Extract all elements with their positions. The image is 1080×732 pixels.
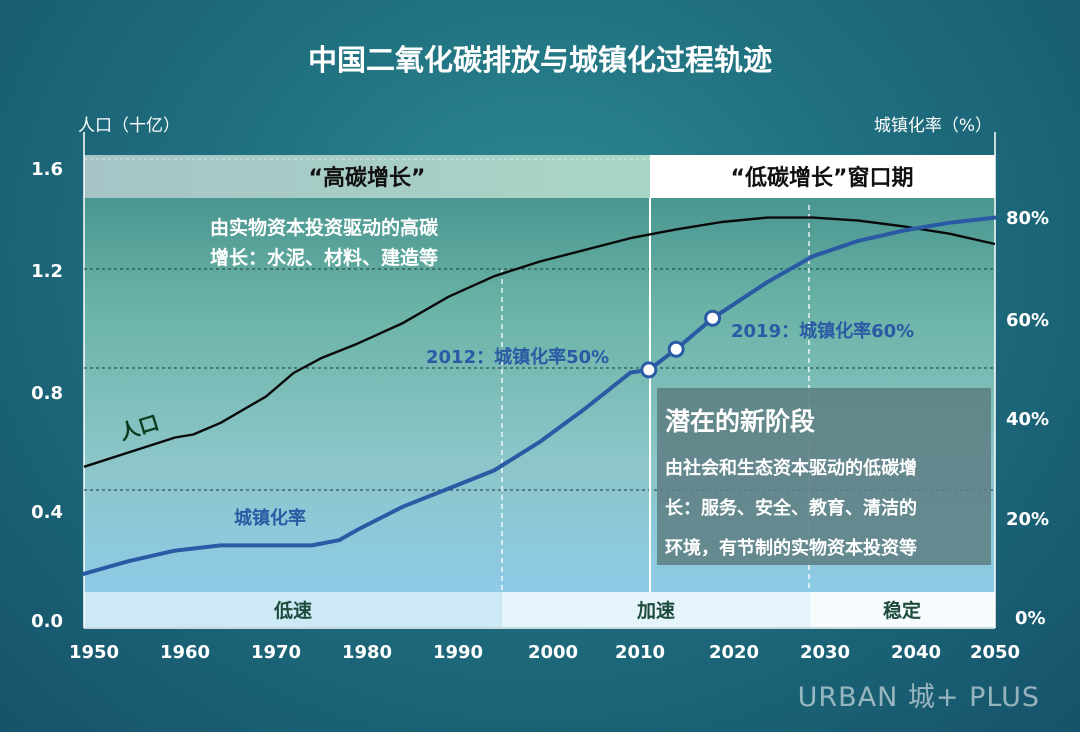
phase-band-low-speed <box>84 592 502 627</box>
x-tick-2010: 2010 <box>615 642 665 663</box>
y-tick-right-20: 20% <box>1006 509 1049 530</box>
y-tick-left-0-8: 0.8 <box>31 383 63 404</box>
y-tick-right-0: 0% <box>1015 608 1046 629</box>
x-tick-2040: 2040 <box>891 642 941 663</box>
x-tick-2020: 2020 <box>709 642 759 663</box>
x-tick-1960: 1960 <box>160 642 210 663</box>
marker-2015 <box>667 340 685 358</box>
x-tick-2050: 2050 <box>970 642 1020 663</box>
new-stage-line-3: 环境，有节制的实物资本投资等 <box>665 537 917 559</box>
y-tick-left-0-0: 0.0 <box>31 611 63 632</box>
new-stage-line-1: 由社会和生态资本驱动的低碳增 <box>665 457 917 479</box>
x-tick-2030: 2030 <box>800 642 850 663</box>
high-carbon-note-line-1: 由实物资本投资驱动的高碳 <box>210 216 439 239</box>
phase-stable-label: 稳定 <box>883 599 921 622</box>
low-carbon-window-band <box>650 155 995 198</box>
marker-2012 <box>640 361 658 379</box>
y-tick-right-40: 40% <box>1006 409 1049 430</box>
new-stage-title: 潜在的新阶段 <box>665 407 815 436</box>
x-tick-1950: 1950 <box>69 642 119 663</box>
phase-band-stable <box>810 592 995 627</box>
y-tick-right-80: 80% <box>1006 208 1049 229</box>
x-tick-1980: 1980 <box>342 642 392 663</box>
y-tick-left-0-4: 0.4 <box>31 502 63 523</box>
y-tick-left-1-6: 1.6 <box>31 159 63 180</box>
x-tick-1990: 1990 <box>433 642 483 663</box>
urbanization-label: 城镇化率 <box>234 507 306 529</box>
new-stage-line-2: 长：服务、安全、教育、清洁的 <box>665 497 917 519</box>
x-tick-2000: 2000 <box>528 642 578 663</box>
note-2012: 2012：城镇化率50% <box>426 346 609 368</box>
watermark: URBAN 城+ PLUS <box>798 682 1040 713</box>
y-axis-right-label: 城镇化率（%） <box>874 116 992 136</box>
y-tick-left-1-2: 1.2 <box>31 261 63 282</box>
urbanization-series-line <box>82 215 997 576</box>
marker-2019 <box>704 309 722 327</box>
y-axis-left-label: 人口（十亿） <box>78 116 180 136</box>
note-2019: 2019：城镇化率60% <box>731 320 914 342</box>
high-carbon-band <box>84 155 650 198</box>
phase-accelerate-label: 加速 <box>636 599 675 622</box>
y-tick-right-60: 60% <box>1006 310 1049 331</box>
high-carbon-note-line-2: 增长：水泥、材料、建造等 <box>210 246 438 269</box>
chart-title: 中国二氧化碳排放与城镇化过程轨迹 <box>308 43 772 77</box>
x-tick-1970: 1970 <box>251 642 301 663</box>
population-series-line <box>83 216 996 468</box>
phase-band-accelerate <box>502 592 810 627</box>
phase-low-speed-label: 低速 <box>273 599 312 622</box>
phase-high-carbon-label: “高碳增长” <box>309 165 426 191</box>
phase-low-carbon-window-label: “低碳增长”窗口期 <box>731 165 914 191</box>
new-stage-box <box>657 388 991 565</box>
